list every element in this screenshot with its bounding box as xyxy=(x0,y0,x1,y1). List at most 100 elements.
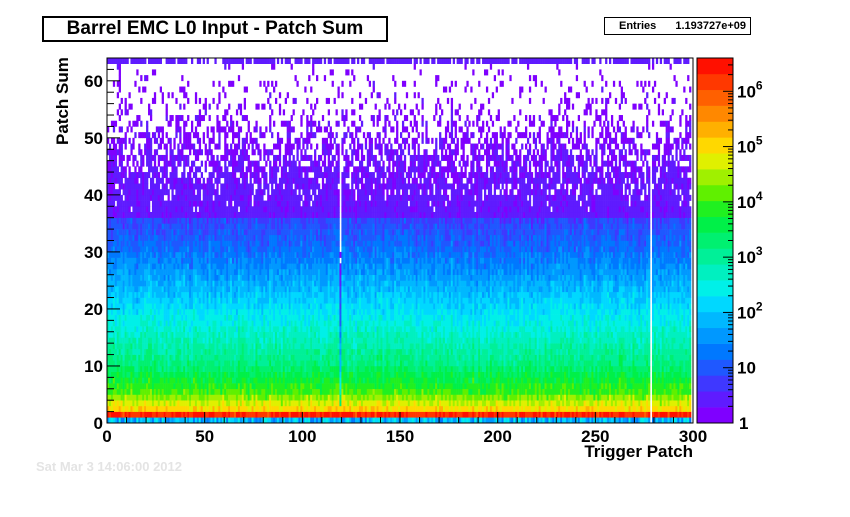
heatmap-cell xyxy=(251,303,254,310)
heatmap-cell xyxy=(134,80,137,87)
heatmap-cell xyxy=(198,274,202,281)
heatmap-cell xyxy=(198,143,202,150)
heatmap-cell xyxy=(245,308,248,315)
heatmap-cell xyxy=(230,80,233,87)
heatmap-cell xyxy=(292,200,295,207)
heatmap-cell xyxy=(146,388,149,395)
heatmap-cell xyxy=(200,269,204,276)
heatmap-cell xyxy=(257,394,260,401)
heatmap-cell xyxy=(175,194,178,201)
heatmap-cell xyxy=(194,360,198,367)
heatmap-cell xyxy=(271,246,274,253)
heatmap-cell xyxy=(194,211,198,218)
heatmap-cell xyxy=(151,257,155,264)
heatmap-cell xyxy=(259,126,262,133)
heatmap-cell xyxy=(116,251,120,258)
heatmap-cell xyxy=(257,58,260,64)
heatmap-cell xyxy=(251,246,254,253)
heatmap-cell xyxy=(194,394,198,401)
heatmap-cell xyxy=(157,297,161,304)
heatmap-cell xyxy=(210,223,213,230)
heatmap-cell xyxy=(243,183,246,190)
heatmap-cell xyxy=(159,166,162,173)
heatmap-cell xyxy=(187,137,190,144)
heatmap-cell xyxy=(265,291,268,298)
heatmap-cell xyxy=(288,246,291,253)
heatmap-cell xyxy=(181,405,184,412)
heatmap-cell xyxy=(224,223,227,230)
heatmap-cell xyxy=(286,326,289,333)
heatmap-cell xyxy=(294,246,297,253)
heatmap-cell xyxy=(151,274,155,281)
heatmap-cell xyxy=(290,354,293,361)
heatmap-cell xyxy=(151,229,155,236)
heatmap-cell xyxy=(167,251,170,258)
heatmap-cell xyxy=(263,234,266,241)
heatmap-cell xyxy=(208,297,211,304)
heatmap-cell xyxy=(151,314,155,321)
heatmap-cell xyxy=(190,383,194,390)
heatmap-cell xyxy=(146,246,149,253)
heatmap-cell xyxy=(136,223,139,230)
heatmap-cell xyxy=(173,183,176,190)
heatmap-cell xyxy=(263,154,266,161)
heatmap-cell xyxy=(189,211,192,218)
heatmap-cell xyxy=(153,377,157,384)
heatmap-cell xyxy=(149,217,153,224)
heatmap-cell xyxy=(128,297,131,304)
heatmap-cell xyxy=(112,263,116,270)
heatmap-cell xyxy=(263,337,266,344)
heatmap-cell xyxy=(157,405,161,412)
heatmap-cell xyxy=(212,251,215,258)
heatmap-cell xyxy=(159,58,162,64)
heatmap-cell xyxy=(179,251,182,258)
heatmap-cell xyxy=(273,326,276,333)
heatmap-cell xyxy=(194,97,198,104)
heatmap-cell xyxy=(267,360,270,367)
heatmap-cell xyxy=(294,297,297,304)
heatmap-cell xyxy=(239,405,243,412)
heatmap-cell xyxy=(290,286,293,293)
heatmap-cell xyxy=(259,206,262,213)
heatmap-cell xyxy=(284,189,287,196)
heatmap-cell xyxy=(173,58,176,64)
heatmap-cell xyxy=(226,360,229,367)
heatmap-cell xyxy=(222,411,225,418)
heatmap-cell xyxy=(226,149,229,156)
heatmap-cell xyxy=(273,286,276,293)
heatmap-cell xyxy=(220,405,223,412)
heatmap-cell xyxy=(159,343,162,350)
heatmap-cell xyxy=(261,246,264,253)
heatmap-cell xyxy=(290,223,293,230)
heatmap-cell xyxy=(239,234,243,241)
heatmap-cell xyxy=(144,326,147,333)
heatmap-cell xyxy=(232,291,235,298)
heatmap-cell xyxy=(187,257,190,264)
heatmap-cell xyxy=(183,394,186,401)
heatmap-cell xyxy=(228,383,231,390)
heatmap-cell xyxy=(124,223,127,230)
heatmap-cell xyxy=(233,206,237,213)
heatmap-cell xyxy=(189,246,192,253)
heatmap-cell xyxy=(181,348,184,355)
heatmap-cell xyxy=(212,337,215,344)
heatmap-cell xyxy=(189,234,192,241)
heatmap-cell xyxy=(267,291,270,298)
heatmap-cell xyxy=(210,371,213,378)
heatmap-cell xyxy=(257,354,260,361)
heatmap-cell xyxy=(142,160,145,167)
heatmap-cell xyxy=(269,411,272,418)
heatmap-cell xyxy=(173,331,176,338)
heatmap-cell xyxy=(138,383,141,390)
heatmap-cell xyxy=(216,251,219,258)
heatmap-cell xyxy=(257,143,260,150)
heatmap-cell xyxy=(259,400,262,407)
heatmap-cell xyxy=(124,417,127,424)
heatmap-cell xyxy=(286,183,289,190)
heatmap-cell xyxy=(290,183,293,190)
heatmap-cell xyxy=(171,194,174,201)
heatmap-cell xyxy=(128,120,131,127)
heatmap-cell xyxy=(140,280,143,287)
heatmap-cell xyxy=(247,360,250,367)
heatmap-cell xyxy=(214,411,217,418)
